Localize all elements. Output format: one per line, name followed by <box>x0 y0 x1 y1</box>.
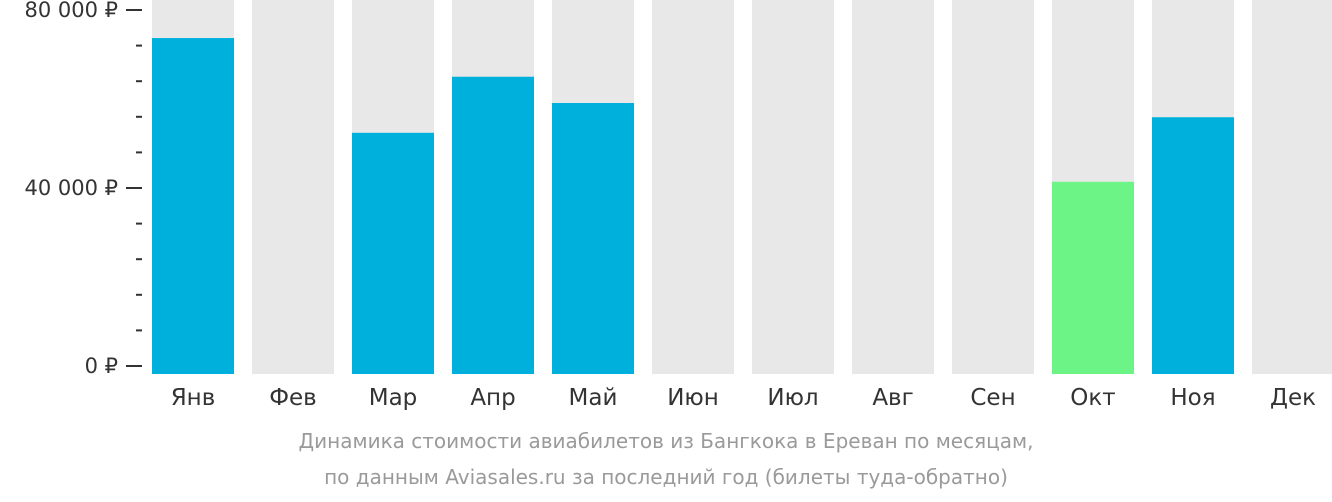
x-tick-label: Июл <box>767 385 818 411</box>
y-tick-label: 80 000 ₽ <box>24 0 118 22</box>
x-axis: Янв Фев Мар Апр Май Июн Июл Авг Сен Окт Ноя Дек <box>171 385 1316 411</box>
bar-4 <box>552 103 634 374</box>
y-tick-label: 0 ₽ <box>85 354 118 378</box>
background-bar-5 <box>652 0 734 374</box>
x-tick-label: Дек <box>1270 385 1316 411</box>
bar-9 <box>1052 181 1134 374</box>
background-bar-1 <box>252 0 334 374</box>
background-bar-6 <box>752 0 834 374</box>
x-tick-label: Сен <box>970 385 1015 411</box>
x-tick-label: Авг <box>872 385 913 411</box>
bar-0 <box>152 38 234 374</box>
y-tick-label: 40 000 ₽ <box>24 176 118 200</box>
background-bar-8 <box>952 0 1034 374</box>
bar-10 <box>1152 117 1234 375</box>
x-tick-label: Янв <box>171 385 216 411</box>
bar-2 <box>352 132 434 374</box>
chart-caption-line-1: Динамика стоимости авиабилетов из Бангко… <box>298 429 1034 453</box>
x-tick-label: Ноя <box>1170 385 1215 411</box>
x-tick-label: Июн <box>667 385 719 411</box>
x-tick-label: Мар <box>369 385 418 411</box>
x-tick-label: Апр <box>470 385 515 411</box>
value-bars <box>152 38 1234 375</box>
chart-caption-line-2: по данным Aviasales.ru за последний год … <box>324 465 1008 489</box>
x-tick-label: Май <box>569 385 618 411</box>
x-tick-label: Фев <box>269 385 317 411</box>
price-chart: 0 ₽ 40 000 ₽ 80 000 ₽ Янв Фев Мар Апр Май Июн Ию… <box>24 0 1332 411</box>
x-tick-label: Окт <box>1070 385 1115 411</box>
background-bar-11 <box>1252 0 1332 374</box>
y-axis: 0 ₽ 40 000 ₽ 80 000 ₽ <box>24 0 142 378</box>
background-bar-7 <box>852 0 934 374</box>
bar-3 <box>452 76 534 374</box>
